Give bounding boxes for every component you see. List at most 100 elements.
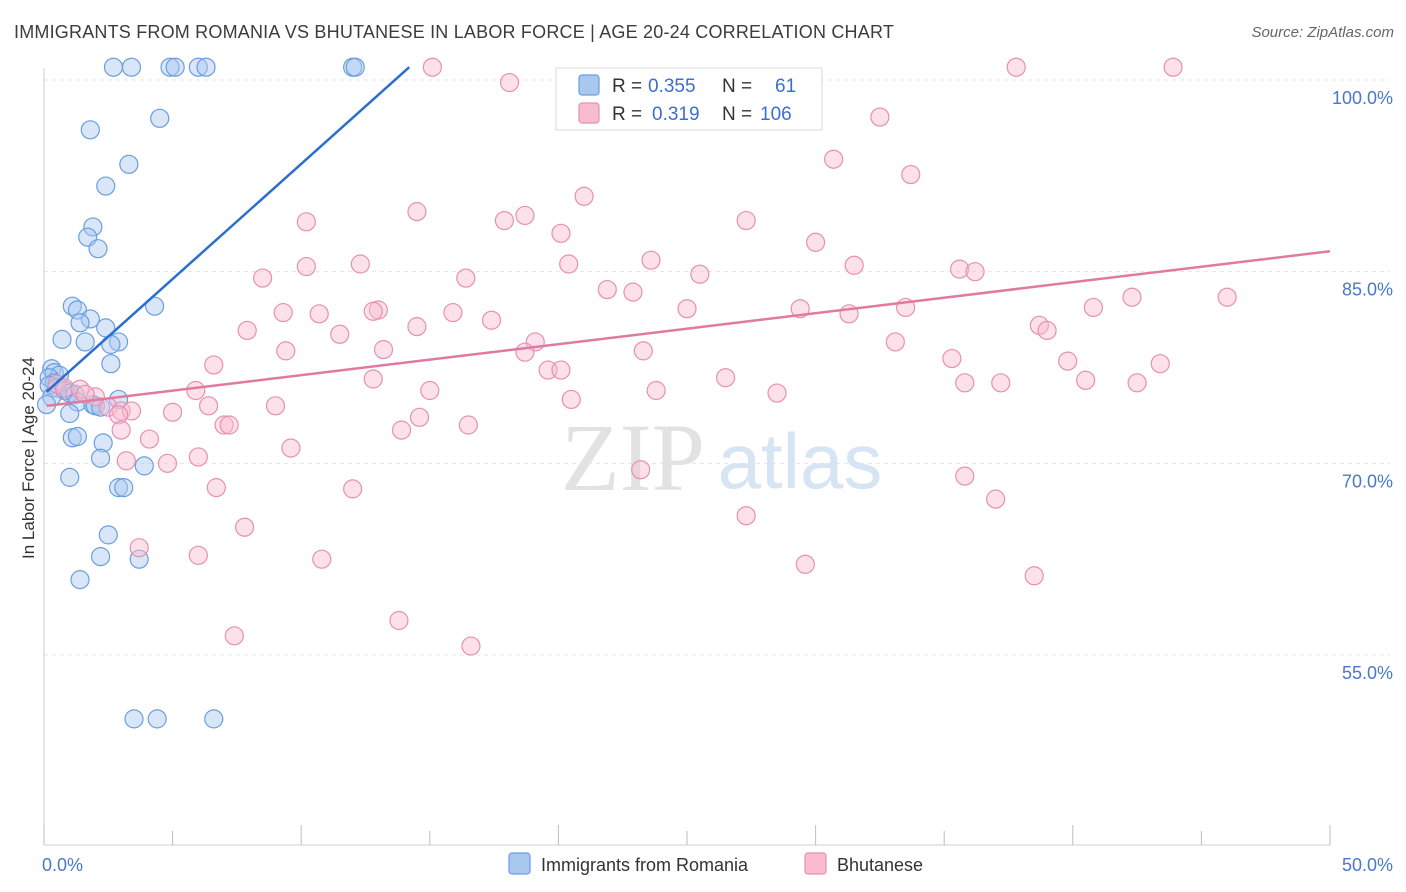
legend-n-label-bhutanese: N = (722, 104, 752, 125)
data-point-bhutanese (235, 517, 255, 537)
y-tick-label: 100.0% (1332, 88, 1393, 108)
legend-bottom: Immigrants from Romania Bhutanese (508, 852, 923, 875)
data-point-bhutanese (950, 259, 970, 279)
legend-top: R = 0.355 N = 61 R = 0.319 N = 106 (555, 67, 823, 131)
data-point-bhutanese (1037, 320, 1057, 341)
data-point-bhutanese (499, 72, 520, 93)
data-point-bhutanese (188, 447, 208, 467)
data-point-romania (60, 403, 80, 424)
data-point-bhutanese (790, 299, 810, 319)
data-point-bhutanese (986, 489, 1006, 509)
x-tick-label: 0.0% (42, 855, 83, 875)
data-point-bhutanese (116, 451, 136, 471)
data-point-bhutanese (111, 420, 131, 440)
y-axis-title: In Labor Force | Age 20-24 (19, 357, 38, 559)
watermark-atlas: atlas (718, 417, 883, 505)
data-point-bhutanese (461, 636, 481, 656)
data-point-romania (188, 57, 208, 77)
data-point-bhutanese (214, 415, 234, 435)
data-point-bhutanese (363, 369, 383, 389)
data-point-bhutanese (199, 396, 219, 416)
data-point-romania (147, 709, 167, 729)
data-point-romania (39, 368, 59, 388)
data-point-romania (52, 329, 72, 349)
trend-layer (45, 66, 1331, 408)
data-point-romania (196, 57, 216, 77)
data-point-bhutanese (481, 310, 502, 330)
bottom-legend-label-bhutanese: Bhutanese (837, 855, 923, 875)
data-point-bhutanese (677, 299, 697, 319)
points-layer (36, 57, 1237, 729)
data-point-bhutanese (407, 202, 427, 222)
data-point-bhutanese (824, 149, 844, 169)
data-point-romania (150, 108, 170, 128)
data-point-romania (62, 296, 82, 316)
data-point-bhutanese (1217, 287, 1237, 307)
y-tick-label: 70.0% (1342, 471, 1393, 491)
data-point-bhutanese (1006, 57, 1026, 77)
data-point-bhutanese (219, 415, 239, 435)
data-point-romania (90, 547, 111, 567)
source-label: Source: ZipAtlas.com (1251, 24, 1394, 41)
data-point-romania (101, 354, 121, 374)
data-point-bhutanese (646, 380, 666, 401)
data-point-romania (80, 120, 100, 140)
data-point-bhutanese (206, 478, 226, 498)
data-point-romania (44, 363, 64, 383)
data-point-bhutanese (163, 402, 183, 422)
data-point-bhutanese (1083, 297, 1103, 318)
legend-r-label-romania: R = (612, 76, 642, 97)
data-point-romania (108, 332, 129, 352)
data-point-bhutanese (276, 341, 296, 361)
data-point-bhutanese (389, 610, 409, 631)
data-point-bhutanese (955, 466, 975, 486)
legend-r-value-bhutanese: 0.319 (652, 104, 700, 125)
data-point-romania (70, 570, 90, 590)
data-point-romania (108, 478, 129, 498)
data-point-bhutanese (296, 212, 316, 232)
data-point-bhutanese (121, 401, 142, 421)
data-point-bhutanese (407, 317, 427, 337)
data-point-romania (124, 709, 144, 729)
data-point-bhutanese (273, 302, 293, 323)
data-point-bhutanese (1127, 373, 1147, 393)
data-point-bhutanese (129, 538, 149, 558)
data-point-bhutanese (373, 340, 394, 360)
data-point-bhutanese (265, 396, 286, 416)
trend-line-bhutanese (46, 249, 1331, 408)
data-point-bhutanese (139, 429, 160, 449)
data-point-bhutanese (736, 506, 756, 526)
data-point-bhutanese (309, 304, 329, 324)
data-point-bhutanese (1150, 354, 1170, 374)
data-point-romania (88, 239, 108, 259)
data-point-bhutanese (237, 320, 257, 341)
legend-r-value-romania: 0.355 (648, 76, 696, 97)
legend-swatch-bhutanese (578, 102, 600, 124)
data-point-romania (345, 57, 365, 77)
legend-r-label-bhutanese: R = (612, 104, 642, 125)
legend-swatch-romania (578, 74, 600, 96)
data-point-romania (103, 57, 124, 77)
data-point-bhutanese (955, 373, 975, 393)
data-point-romania (134, 456, 154, 476)
data-point-romania (121, 57, 142, 77)
data-point-bhutanese (1058, 351, 1078, 371)
data-point-bhutanese (991, 373, 1011, 393)
data-point-bhutanese (901, 164, 921, 185)
data-point-bhutanese (204, 355, 224, 375)
data-point-romania (75, 332, 95, 352)
data-point-romania (204, 709, 224, 729)
data-point-romania (93, 433, 113, 453)
data-point-bhutanese (458, 415, 478, 435)
data-point-bhutanese (633, 341, 653, 361)
y-tick-label: 85.0% (1342, 280, 1393, 300)
data-point-bhutanese (422, 57, 442, 77)
data-point-bhutanese (561, 389, 581, 410)
data-point-bhutanese (343, 479, 363, 499)
data-point-bhutanese (188, 545, 208, 565)
gridlines (44, 79, 1390, 656)
watermark-zip: ZIP (561, 404, 705, 511)
data-point-bhutanese (456, 268, 476, 288)
data-point-bhutanese (715, 368, 736, 388)
